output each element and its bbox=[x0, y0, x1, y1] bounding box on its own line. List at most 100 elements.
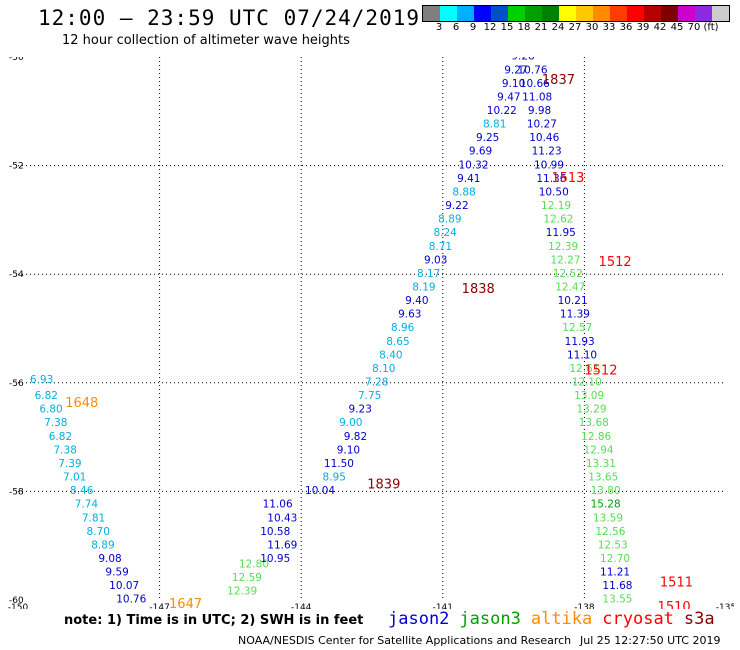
wave-height-value: 11.69 bbox=[267, 539, 297, 551]
wave-height-value: 10.58 bbox=[260, 526, 290, 538]
wave-height-value: 8.24 bbox=[433, 227, 457, 239]
wave-height-value: 9.25 bbox=[476, 132, 499, 144]
wave-height-value: 9.28 bbox=[511, 57, 534, 63]
wave-height-value: 7.38 bbox=[44, 417, 67, 429]
wave-height-value: 12.86 bbox=[581, 431, 611, 443]
wave-height-value: 8.17 bbox=[417, 268, 440, 280]
track-id-label: 1648 bbox=[65, 396, 98, 411]
wave-height-value: 8.70 bbox=[87, 526, 110, 538]
wave-height-value: 8.71 bbox=[429, 241, 452, 253]
track-id-label: 1839 bbox=[367, 478, 400, 493]
scale-swatch bbox=[644, 6, 661, 21]
wave-height-value: 10.66 bbox=[520, 78, 550, 90]
wave-height-value: 7.75 bbox=[358, 390, 381, 402]
scale-tick-label: 18 bbox=[517, 22, 531, 33]
wave-height-value: 10.43 bbox=[267, 512, 297, 524]
y-tick-label: -50 bbox=[9, 57, 24, 63]
scale-tick-label: 6 bbox=[452, 22, 460, 33]
wave-height-value: 13.09 bbox=[574, 390, 604, 402]
wave-height-value: 12.52 bbox=[553, 268, 583, 280]
scale-swatch bbox=[559, 6, 576, 21]
scale-swatch bbox=[525, 6, 542, 21]
scale-swatch bbox=[593, 6, 610, 21]
wave-height-map: -150 -147 -144 -141 -138 -135 -50 -52 -54 -56 -58 -… bbox=[8, 57, 734, 609]
x-tick-label: -150 bbox=[8, 603, 28, 609]
wave-height-value: 11.21 bbox=[600, 567, 630, 579]
wave-height-value: 13.68 bbox=[579, 417, 609, 429]
x-tick-label: -138 bbox=[574, 603, 595, 609]
scale-tick-label: 15 bbox=[500, 22, 514, 33]
page-subtitle: 12 hour collection of altimeter wave hei… bbox=[62, 33, 350, 48]
scale-swatch bbox=[712, 6, 729, 21]
page-title: 12:00 – 23:59 UTC 07/24/2019 bbox=[38, 6, 421, 30]
track-id-label: 1647 bbox=[169, 597, 202, 609]
wave-height-value: 10.99 bbox=[534, 159, 564, 171]
wave-height-value: 8.95 bbox=[323, 472, 346, 484]
color-scale-labels: 3 6 9 12 15 18 21 24 27 30 33 36 39 42 45 70 (ft) bbox=[422, 22, 728, 34]
wave-height-value: 12.53 bbox=[598, 539, 628, 551]
wave-height-value: 8.10 bbox=[372, 363, 395, 375]
wave-height-value: 11.50 bbox=[324, 458, 354, 470]
scale-swatch bbox=[576, 6, 593, 21]
x-tick-label: -141 bbox=[433, 603, 453, 609]
track-id-label: 1836 bbox=[551, 57, 584, 58]
wave-height-value: 12.61 bbox=[569, 363, 599, 375]
wave-height-value: 9.08 bbox=[98, 553, 121, 565]
footer-note: note: 1) Time is in UTC; 2) SWH is in fe… bbox=[64, 613, 364, 628]
wave-height-value: 11.95 bbox=[546, 227, 576, 239]
scale-swatch bbox=[457, 6, 474, 21]
y-tick-label: -56 bbox=[9, 379, 24, 389]
wave-height-value: 13.80 bbox=[591, 485, 621, 497]
track-id-label: 1837 bbox=[542, 73, 575, 88]
wave-height-value: 9.41 bbox=[457, 173, 480, 185]
wave-height-value: 10.76 bbox=[517, 64, 547, 76]
wave-height-value: 10.46 bbox=[529, 132, 559, 144]
wave-height-value: 13.59 bbox=[593, 512, 623, 524]
wave-height-value: 10.04 bbox=[305, 485, 335, 497]
wave-height-value: 10.07 bbox=[109, 580, 139, 592]
wave-height-value: 6.93 bbox=[30, 374, 53, 386]
wave-height-value: 12.27 bbox=[550, 254, 580, 266]
wave-height-value: 6.82 bbox=[35, 390, 58, 402]
scale-tick-label: 42 bbox=[653, 22, 667, 33]
wave-height-value: 9.98 bbox=[528, 105, 551, 117]
wave-height-value: 11.23 bbox=[532, 146, 562, 158]
wave-height-value: 10.50 bbox=[539, 186, 569, 198]
y-tick-label: -58 bbox=[9, 487, 24, 497]
wave-height-value: 10.27 bbox=[527, 119, 557, 131]
wave-height-value: 8.89 bbox=[438, 214, 461, 226]
wave-height-value: 10.76 bbox=[116, 594, 146, 606]
x-tick-label: -144 bbox=[291, 603, 312, 609]
wave-height-value: 12.80 bbox=[239, 558, 269, 570]
wave-height-value: 12.10 bbox=[572, 377, 602, 389]
wave-height-value: 8.88 bbox=[452, 186, 475, 198]
color-scale-bar bbox=[422, 5, 730, 22]
track-id-label: 1512 bbox=[599, 255, 632, 270]
satellite-legend: jason2 jason3 altika cryosat s3a bbox=[388, 609, 725, 629]
scale-swatch bbox=[678, 6, 695, 21]
scale-tick-label: 70 bbox=[687, 22, 701, 33]
wave-height-value: 9.10 bbox=[502, 78, 525, 90]
wave-height-value: 11.39 bbox=[560, 309, 590, 321]
wave-height-value: 8.65 bbox=[386, 336, 409, 348]
wave-height-value: 7.01 bbox=[63, 472, 86, 484]
wave-height-value: 12.62 bbox=[543, 214, 573, 226]
scale-tick-label: 36 bbox=[619, 22, 633, 33]
track-id-label: 1838 bbox=[462, 282, 495, 297]
wave-height-value: 6.82 bbox=[49, 431, 72, 443]
scale-tick-label: 45 bbox=[670, 22, 684, 33]
y-tick-label: -54 bbox=[9, 270, 24, 280]
wave-height-value: 11.10 bbox=[567, 349, 597, 361]
wave-height-value: 12.19 bbox=[541, 200, 571, 212]
wave-height-value: 8.19 bbox=[412, 281, 435, 293]
wave-height-value: 12.94 bbox=[584, 444, 614, 456]
legend-jason2: jason2 bbox=[388, 609, 450, 629]
track-id-label: 1510 bbox=[658, 600, 691, 609]
wave-height-value: 12.39 bbox=[548, 241, 578, 253]
wave-height-value: 9.27 bbox=[504, 64, 527, 76]
wave-height-value: 8.40 bbox=[379, 349, 402, 361]
wave-height-value: 12.57 bbox=[562, 322, 592, 334]
scale-swatch bbox=[440, 6, 457, 21]
wave-height-value: 6.80 bbox=[39, 404, 62, 416]
wave-height-value: 8.81 bbox=[483, 119, 506, 131]
